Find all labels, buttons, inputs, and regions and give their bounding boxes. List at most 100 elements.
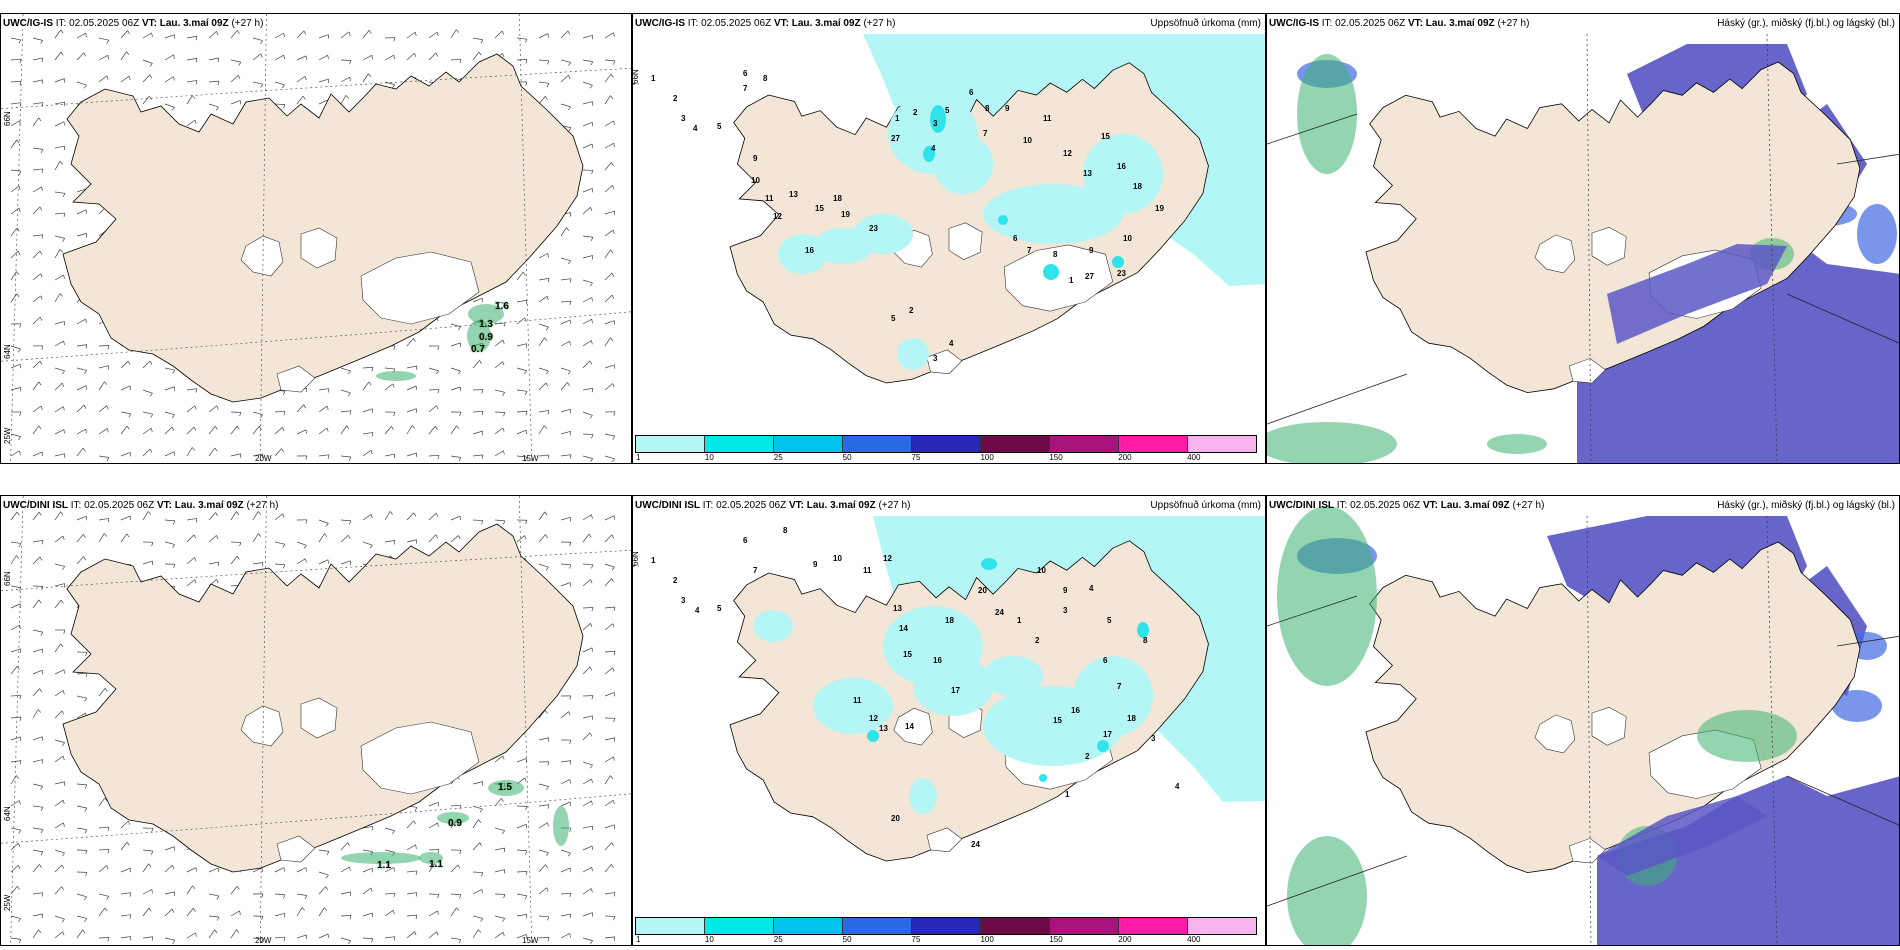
colorbar-segment — [1188, 436, 1256, 452]
gust-area — [419, 852, 443, 864]
iceland-landmass — [1365, 541, 1861, 874]
wind-barb-feather — [524, 456, 528, 461]
gust-area — [488, 780, 524, 796]
wind-barb — [604, 162, 612, 171]
precip-colorbar — [635, 917, 1257, 935]
wind-barb — [98, 907, 106, 917]
wind-barb — [230, 59, 241, 63]
precip-value-label: 17 — [951, 686, 960, 695]
wind-barb-feather — [591, 888, 593, 893]
wind-barb-feather — [192, 95, 196, 99]
wind-barb-feather — [591, 867, 593, 872]
wind-barb-feather — [215, 512, 218, 517]
wind-barb-feather — [590, 623, 593, 628]
graticule-line — [1836, 635, 1899, 647]
precip-value-label: 9 — [1005, 104, 1010, 113]
wind-barb — [120, 841, 128, 851]
wind-barb-feather — [216, 916, 220, 921]
wind-barb — [340, 389, 351, 394]
wind-barb — [32, 234, 43, 237]
wind-barb — [164, 451, 175, 457]
wind-barb-feather — [107, 345, 110, 350]
wind-barb — [582, 188, 593, 193]
wind-barb — [516, 849, 527, 852]
precip-value-label: 2 — [1035, 636, 1040, 645]
wind-barb-feather — [217, 562, 220, 567]
wind-barb-feather — [393, 55, 395, 60]
wind-barb — [318, 99, 329, 105]
graticule-lat — [1, 67, 631, 110]
wind-barb — [252, 453, 263, 457]
wind-barb-feather — [346, 425, 350, 430]
precip-value-label: 23 — [1117, 269, 1126, 278]
graticule-line — [1786, 775, 1899, 826]
wind-barb — [10, 716, 21, 719]
wind-barb — [450, 367, 461, 372]
wind-barb-feather — [149, 392, 153, 397]
wind-barb-feather — [567, 852, 571, 857]
colorbar-segment — [912, 436, 981, 452]
wind-barb — [582, 800, 592, 807]
wind-barb — [32, 250, 41, 259]
wind-barb-feather — [434, 863, 438, 868]
wind-barb — [604, 775, 611, 785]
wind-barb — [362, 912, 373, 917]
wind-barb — [98, 826, 109, 829]
wind-barb — [560, 779, 571, 785]
wind-barb-feather — [348, 535, 351, 540]
wind-barb — [142, 448, 151, 457]
wind-barb — [604, 337, 611, 347]
wind-barb — [76, 81, 87, 86]
wind-barb-feather — [547, 804, 550, 809]
wind-barb — [582, 433, 594, 435]
wind-barb-feather — [173, 76, 175, 81]
wind-barb — [472, 819, 479, 829]
wind-barb — [582, 563, 594, 566]
wind-barb — [98, 849, 110, 851]
colorbar-tick-label: 75 — [911, 453, 921, 462]
wind-barb — [208, 893, 219, 897]
wind-barb-feather — [59, 293, 63, 297]
wind-barb-feather — [525, 850, 528, 855]
wind-barb — [450, 58, 461, 61]
wind-barb — [142, 59, 153, 64]
wind-barb — [318, 871, 329, 876]
wind-barb — [98, 533, 105, 543]
graticule-lon — [1766, 33, 1778, 463]
precip-value-label: 10 — [1037, 566, 1046, 575]
wind-barb-feather — [371, 367, 374, 372]
wind-barb — [406, 31, 416, 39]
iceland-group — [62, 53, 584, 403]
wind-barb — [76, 52, 85, 61]
wind-barb-feather — [151, 828, 154, 833]
wind-barb — [76, 556, 84, 565]
wind-barb — [54, 931, 63, 939]
wind-barb-feather — [568, 62, 572, 66]
wind-barb-feather — [61, 886, 64, 891]
wind-barb — [252, 533, 259, 543]
wind-barb — [582, 255, 593, 259]
wind-barb — [32, 425, 40, 435]
wind-barb — [560, 340, 570, 347]
precip-value-label: 15 — [1101, 132, 1110, 141]
wind-map — [1, 496, 631, 945]
wind-barb-feather — [435, 52, 439, 57]
wind-barb — [560, 430, 571, 435]
wind-barb — [450, 323, 461, 328]
wind-barb — [186, 885, 193, 895]
colorbar-tick-label: 100 — [980, 935, 994, 944]
wind-barb-feather — [260, 938, 264, 943]
wind-barb — [516, 343, 527, 347]
wind-barb-feather — [435, 370, 439, 375]
wind-barb — [10, 555, 17, 565]
precip-value-label: 5 — [891, 314, 896, 323]
wind-barb-feather — [524, 39, 528, 43]
wind-barb-feather — [435, 512, 439, 517]
precip-value-label: 24 — [995, 608, 1004, 617]
wind-barb-feather — [392, 830, 395, 835]
wind-barb — [54, 563, 65, 567]
panel-title: UWC/IG-IS IT: 02.05.2025 06Z VT: Lau. 3.… — [3, 18, 264, 29]
wind-barb-feather — [38, 117, 42, 122]
wind-barb-feather — [478, 929, 482, 933]
wind-barb — [164, 891, 175, 895]
